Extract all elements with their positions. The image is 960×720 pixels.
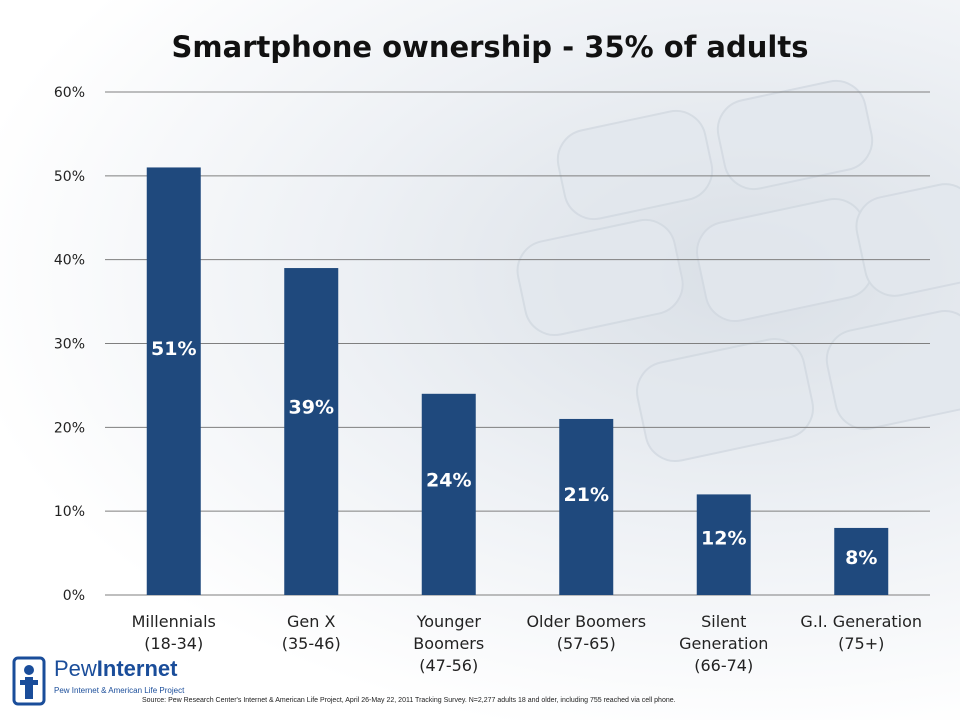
logo-name-part2: Internet bbox=[96, 656, 178, 681]
x-category-label-line: (57-65) bbox=[557, 634, 616, 653]
x-category-label-line: Gen X bbox=[287, 612, 335, 631]
y-tick-label: 0% bbox=[63, 588, 85, 604]
gridlines bbox=[105, 91, 930, 596]
x-category-label-line: Silent bbox=[701, 612, 746, 631]
x-category-label-line: Younger bbox=[416, 612, 482, 631]
y-tick-label: 30% bbox=[54, 337, 85, 353]
y-axis-tick-labels: 0% 10% 20% 30% 40% 50% 60% bbox=[54, 85, 85, 604]
data-label: 12% bbox=[701, 528, 746, 550]
x-axis-category-labels: Millennials (18-34) Gen X (35-46) Younger Boo… bbox=[132, 612, 922, 675]
x-category-label-line: (75+) bbox=[838, 634, 884, 653]
data-label: 24% bbox=[426, 469, 471, 491]
logo-name-part1: Pew bbox=[54, 656, 97, 681]
logo-subtitle: Pew Internet & American Life Project bbox=[54, 686, 185, 695]
pew-logo-icon bbox=[12, 656, 46, 706]
x-category-label-line: (47-56) bbox=[419, 656, 478, 675]
data-label: 39% bbox=[289, 396, 334, 418]
x-category-label: G.I. Generation (75+) bbox=[800, 612, 922, 653]
bar bbox=[284, 268, 339, 595]
x-category-label-line: (66-74) bbox=[694, 656, 753, 675]
source-note: Source: Pew Research Center's Internet &… bbox=[142, 697, 676, 704]
x-category-label-line: Boomers bbox=[413, 634, 484, 653]
x-category-label: Older Boomers (57-65) bbox=[526, 612, 646, 653]
data-label: 51% bbox=[151, 338, 196, 360]
x-category-label-line: Older Boomers bbox=[526, 612, 646, 631]
x-category-label: Gen X (35-46) bbox=[282, 612, 341, 653]
y-tick-label: 60% bbox=[54, 85, 85, 101]
bar bbox=[146, 167, 201, 595]
bar bbox=[834, 527, 889, 595]
x-category-label-line: (35-46) bbox=[282, 634, 341, 653]
logo-wordmark: PewInternet bbox=[54, 656, 177, 682]
chart-title: Smartphone ownership - 35% of adults bbox=[171, 30, 809, 64]
data-labels: 51% 39% 24% 21% 12% 8% bbox=[151, 338, 877, 569]
pew-internet-logo: PewInternet Pew Internet & American Life… bbox=[12, 656, 202, 712]
x-category-label: Silent Generation (66-74) bbox=[679, 612, 768, 675]
x-category-label: Millennials (18-34) bbox=[132, 612, 216, 653]
y-tick-label: 50% bbox=[54, 169, 85, 185]
x-category-label-line: Generation bbox=[679, 634, 768, 653]
bar bbox=[559, 418, 614, 595]
bar bbox=[421, 393, 476, 595]
x-category-label-line: G.I. Generation bbox=[800, 612, 922, 631]
y-tick-label: 10% bbox=[54, 504, 85, 520]
data-label: 8% bbox=[845, 547, 877, 569]
x-category-label-line: Millennials bbox=[132, 612, 216, 631]
y-tick-label: 40% bbox=[54, 253, 85, 269]
x-category-label-line: (18-34) bbox=[144, 634, 203, 653]
bar bbox=[696, 494, 751, 595]
y-tick-label: 20% bbox=[54, 420, 85, 436]
x-category-label: Younger Boomers (47-56) bbox=[413, 612, 484, 675]
bars bbox=[146, 167, 889, 595]
data-label: 21% bbox=[564, 484, 609, 506]
